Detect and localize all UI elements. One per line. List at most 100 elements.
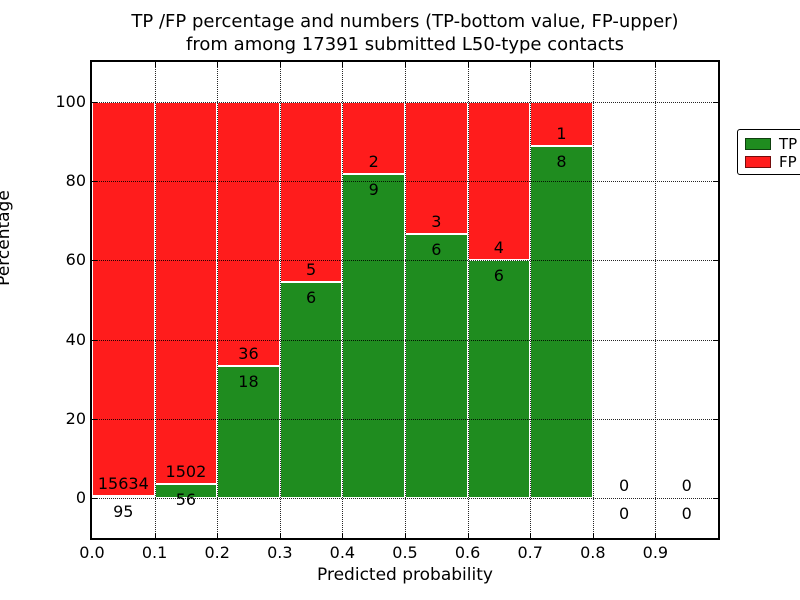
tp-count-label: 0	[681, 504, 692, 524]
tp-count-label: 0	[619, 504, 630, 524]
fp-count-label: 4	[493, 238, 504, 258]
y-tick-mark	[92, 498, 97, 500]
plot-area: 15634 95 1502 56 36 18 5 6 2 9 3 6 4 6 1 8 0 0 0 0 0 20 40 60 80…	[55, 60, 800, 562]
tp-count-label: 6	[431, 239, 442, 259]
x-tick-label: 0.0	[79, 543, 105, 562]
tp-color-swatch	[745, 138, 771, 150]
x-tick-label: 0.2	[204, 543, 230, 562]
bar-segment-fp	[92, 101, 155, 496]
bar-segment-tp	[342, 173, 405, 499]
y-tick-mark	[713, 498, 718, 500]
fp-color-swatch	[745, 156, 771, 168]
x-tick-mark	[530, 533, 532, 538]
bar-segment-tp	[405, 233, 468, 499]
x-tick-label: 0.8	[580, 543, 606, 562]
y-tick-label: 20	[65, 409, 86, 428]
fp-count-label: 3	[431, 211, 442, 231]
v-gridline	[530, 62, 532, 538]
x-tick-mark	[467, 62, 469, 67]
x-tick-label: 0.3	[267, 543, 293, 562]
x-tick-mark	[592, 533, 594, 538]
legend-box: TP FP	[737, 129, 800, 175]
tp-count-label: 18	[238, 372, 259, 392]
tp-count-label: 8	[556, 151, 567, 171]
bar-segment-tp	[217, 366, 280, 499]
y-tick-mark	[92, 260, 97, 262]
bar-segment-fp	[279, 101, 343, 282]
tp-count-label: 6	[306, 287, 317, 307]
x-tick-mark	[154, 62, 156, 67]
tp-count-label: 6	[493, 266, 504, 286]
v-gridline	[217, 62, 219, 538]
v-gridline	[279, 62, 281, 538]
fp-count-label: 0	[681, 476, 692, 496]
y-tick-mark	[92, 181, 97, 182]
v-gridline	[342, 62, 344, 538]
v-gridline	[592, 62, 594, 538]
y-tick-label: 80	[65, 171, 86, 190]
x-tick-label: 0.7	[517, 543, 543, 562]
y-tick-mark	[713, 260, 718, 262]
x-tick-mark	[405, 62, 406, 67]
x-axis-title: Predicted probability	[317, 565, 493, 585]
y-axis-title: Percentage	[0, 190, 14, 286]
x-tick-mark	[279, 62, 281, 67]
y-tick-mark	[92, 339, 97, 341]
fp-count-label: 36	[238, 344, 259, 364]
x-tick-mark	[342, 62, 344, 67]
y-tick-mark	[713, 181, 718, 182]
bar-segment-tp	[530, 145, 593, 499]
x-tick-mark	[279, 533, 281, 538]
y-tick-mark	[713, 339, 718, 341]
x-tick-label: 0.1	[141, 543, 168, 562]
v-gridline	[154, 62, 156, 538]
y-tick-label: 60	[65, 250, 86, 270]
fp-count-label: 5	[306, 259, 317, 279]
bar-segment-tp	[92, 495, 155, 499]
y-tick-label: 100	[55, 91, 86, 111]
x-tick-mark	[342, 533, 344, 538]
x-tick-mark	[217, 533, 219, 538]
tp-count-label: 95	[113, 501, 134, 521]
y-tick-mark	[713, 101, 718, 103]
x-tick-mark	[154, 533, 156, 538]
x-tick-mark	[530, 62, 532, 67]
tp-count-label: 56	[175, 490, 197, 510]
x-tick-label: 0.4	[329, 543, 356, 562]
bar-segment-tp	[467, 260, 531, 499]
bar-segment-fp	[154, 101, 218, 485]
x-tick-mark	[467, 533, 469, 538]
y-tick-label: 0	[75, 488, 86, 508]
x-tick-mark	[655, 533, 657, 538]
x-tick-label: 0.6	[454, 543, 481, 562]
x-tick-mark	[592, 62, 594, 67]
bar-segment-tp	[279, 281, 343, 499]
fp-count-label: 1502	[165, 462, 207, 482]
legend-item-fp: FP	[738, 153, 800, 171]
bar-segment-fp	[342, 101, 405, 174]
y-tick-mark	[92, 101, 97, 103]
y-tick-mark	[713, 419, 718, 420]
y-tick-label: 40	[65, 329, 86, 349]
fp-count-label: 1	[556, 123, 567, 143]
x-tick-mark	[655, 62, 657, 67]
legend-item-tp: TP	[738, 135, 800, 153]
x-tick-mark	[405, 533, 406, 538]
fp-count-label: 15634	[97, 473, 149, 493]
v-gridline	[467, 62, 469, 538]
chart-title-line1: TP /FP percentage and numbers (TP-bottom…	[131, 11, 679, 32]
x-tick-label: 0.5	[392, 543, 418, 562]
fp-count-label: 2	[368, 151, 379, 171]
v-gridline	[405, 62, 406, 538]
plot-canvas: 15634 95 1502 56 36 18 5 6 2 9 3 6 4 6 1 8 0 0 0 0 0 20 40 60 80…	[55, 62, 718, 562]
x-tick-label: 0.9	[642, 543, 669, 562]
y-tick-mark	[92, 419, 97, 420]
tp-count-label: 9	[368, 179, 379, 199]
v-gridline	[655, 62, 657, 538]
bar-segment-fp	[217, 101, 280, 367]
chart-title: TP /FP percentage and numbers (TP-bottom…	[0, 10, 800, 56]
x-tick-mark	[217, 62, 219, 67]
chart-title-line2: from among 17391 submitted L50-type cont…	[186, 34, 624, 55]
fp-count-label: 0	[619, 476, 630, 496]
